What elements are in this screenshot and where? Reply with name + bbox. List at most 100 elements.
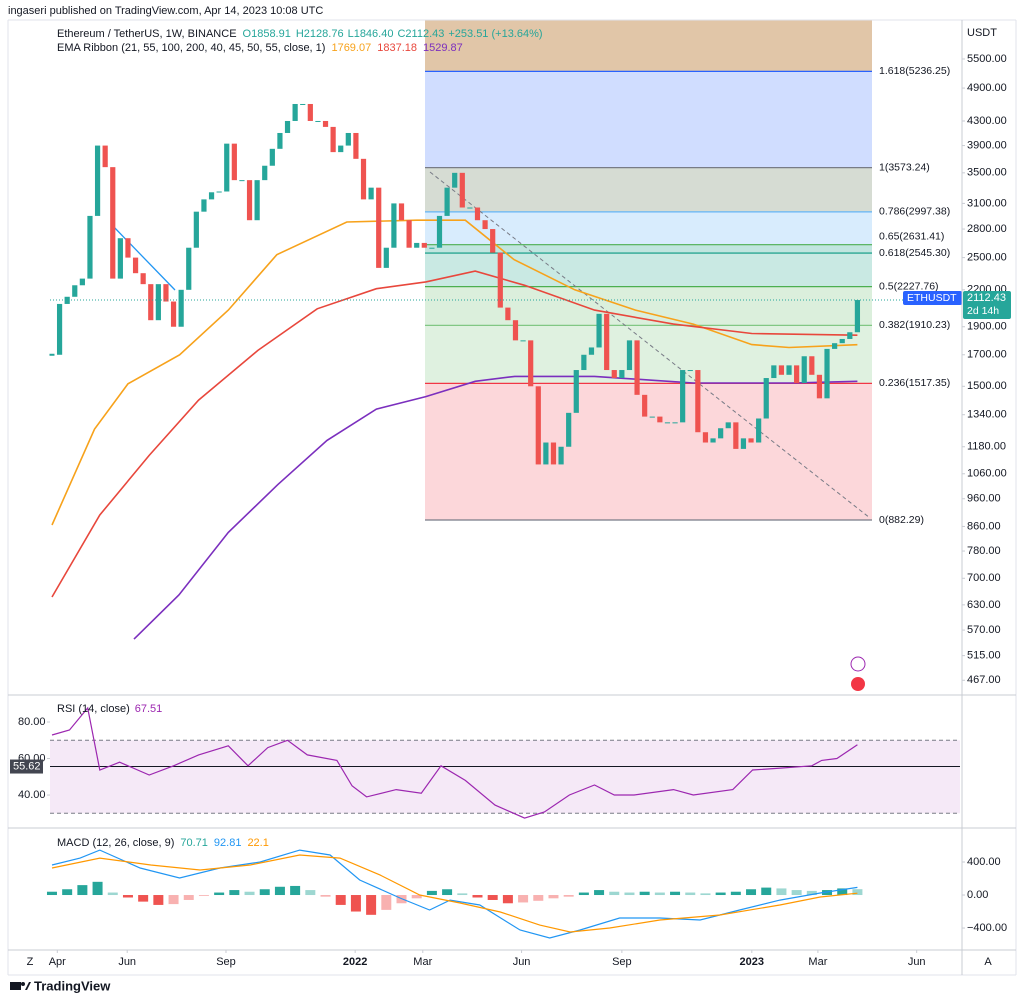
- candle-body: [794, 365, 800, 383]
- y-tick-label: −400.00: [967, 922, 1007, 934]
- candle-body: [216, 191, 222, 193]
- candle-body: [262, 165, 268, 181]
- brand: TradingView: [34, 978, 111, 993]
- candle-body: [725, 422, 731, 429]
- candle-body: [201, 199, 207, 212]
- publisher: ingaseri published on TradingView.com, A…: [8, 5, 323, 17]
- candle-body: [490, 229, 496, 253]
- candle-body: [543, 442, 549, 465]
- candle-body: [231, 143, 237, 181]
- price-tag-symbol: ETHUSDT: [907, 292, 957, 304]
- fib-label: 0(882.29): [879, 514, 924, 526]
- candle-body: [459, 172, 465, 208]
- legend-text: 1769.07: [331, 42, 371, 54]
- candle-body: [626, 340, 633, 371]
- candle-body: [368, 187, 374, 200]
- macd-histogram: [654, 892, 665, 896]
- candle-body: [619, 370, 625, 379]
- pane-title: MACD (12, 26, close, 9): [57, 837, 174, 849]
- macd-pane: 400.00 0.00 −400.00 MACD (12, 26, close, 9)…: [46, 837, 1007, 939]
- macd-line: [51, 849, 858, 939]
- x-tick-label: Sep: [612, 956, 632, 968]
- macd-histogram: [62, 889, 73, 896]
- pane-value: 92.81: [214, 837, 242, 849]
- candle-body: [193, 211, 199, 248]
- candle-body: [581, 354, 587, 371]
- candle-body: [550, 442, 557, 465]
- macd-histogram: [776, 888, 787, 896]
- macd-histogram: [715, 892, 726, 896]
- x-tick-label: Sep: [216, 956, 236, 968]
- y-tick-label: 40.00: [18, 789, 46, 801]
- y-tick-label: 0.00: [967, 889, 988, 901]
- candle-body: [360, 158, 367, 200]
- y-tick-label: 3900.00: [967, 139, 1007, 151]
- candle-body: [186, 247, 192, 290]
- event-icon: [850, 656, 866, 672]
- macd-histogram: [259, 889, 270, 896]
- pane-value: 70.71: [180, 837, 208, 849]
- candle-body: [79, 278, 85, 286]
- candle-body: [436, 215, 443, 248]
- macd-line: [51, 854, 858, 933]
- candle-body: [125, 238, 131, 258]
- candle-body: [277, 132, 283, 149]
- macd-histogram: [502, 895, 513, 904]
- macd-histogram: [548, 895, 559, 899]
- candle-body: [140, 273, 146, 285]
- macd-histogram: [244, 891, 255, 896]
- candle-body: [72, 285, 78, 297]
- trend-line: [429, 171, 871, 519]
- macd-histogram: [563, 895, 574, 897]
- fib-label: 0.382(1910.23): [879, 319, 950, 331]
- candle-body: [763, 378, 769, 419]
- y-tick-label: 4900.00: [967, 82, 1007, 94]
- y-tick-label: 1500.00: [967, 380, 1007, 392]
- candle-body: [832, 343, 838, 349]
- fib-zone: [425, 71, 872, 168]
- pane-value: 22.1: [247, 837, 268, 849]
- y-tick-label: 5500.00: [967, 53, 1007, 65]
- price-pane: [49, 20, 965, 681]
- x-tick-label: Jun: [908, 956, 926, 968]
- macd-histogram: [837, 888, 848, 896]
- macd-histogram: [852, 889, 863, 896]
- x-tick-label: Jun: [118, 956, 136, 968]
- macd-histogram: [198, 895, 209, 896]
- candle-body: [391, 203, 397, 248]
- auto-scale-button[interactable]: A: [984, 956, 992, 968]
- rsi-band: [50, 740, 960, 814]
- candle-body: [208, 192, 215, 200]
- macd-histogram: [290, 885, 301, 896]
- candle-body: [596, 313, 602, 348]
- y-tick-label: 3500.00: [967, 167, 1007, 179]
- candle-body: [376, 187, 382, 268]
- candle-body: [353, 132, 359, 159]
- candle-body: [421, 242, 427, 248]
- candle-body: [292, 103, 298, 121]
- macd-histogram: [533, 895, 544, 901]
- candle-body: [604, 313, 610, 371]
- candle-body: [406, 220, 412, 248]
- fib-label: 1.618(5236.25): [879, 65, 950, 77]
- candle-body: [649, 416, 655, 418]
- candle-body: [801, 356, 807, 383]
- candle-body: [672, 422, 678, 424]
- candle-body: [132, 257, 139, 274]
- x-tick-label: Jun: [513, 956, 531, 968]
- macd-histogram: [730, 891, 741, 896]
- candle-body: [558, 446, 564, 465]
- candle-body: [254, 180, 260, 221]
- legend-text: Ethereum / TetherUS, 1W, BINANCE: [57, 28, 237, 40]
- macd-histogram: [229, 890, 240, 896]
- zoom-button[interactable]: Z: [27, 956, 34, 968]
- candle-body: [497, 252, 503, 308]
- legend-text: 1529.87: [423, 42, 463, 54]
- x-tick-label: Mar: [808, 956, 827, 968]
- candle-body: [573, 370, 579, 413]
- y-tick-label: 1900.00: [967, 321, 1007, 333]
- pane-title: RSI (14, close): [57, 703, 130, 715]
- x-tick-label: Apr: [49, 956, 66, 968]
- macd-histogram: [487, 895, 498, 900]
- macd-histogram: [214, 892, 225, 896]
